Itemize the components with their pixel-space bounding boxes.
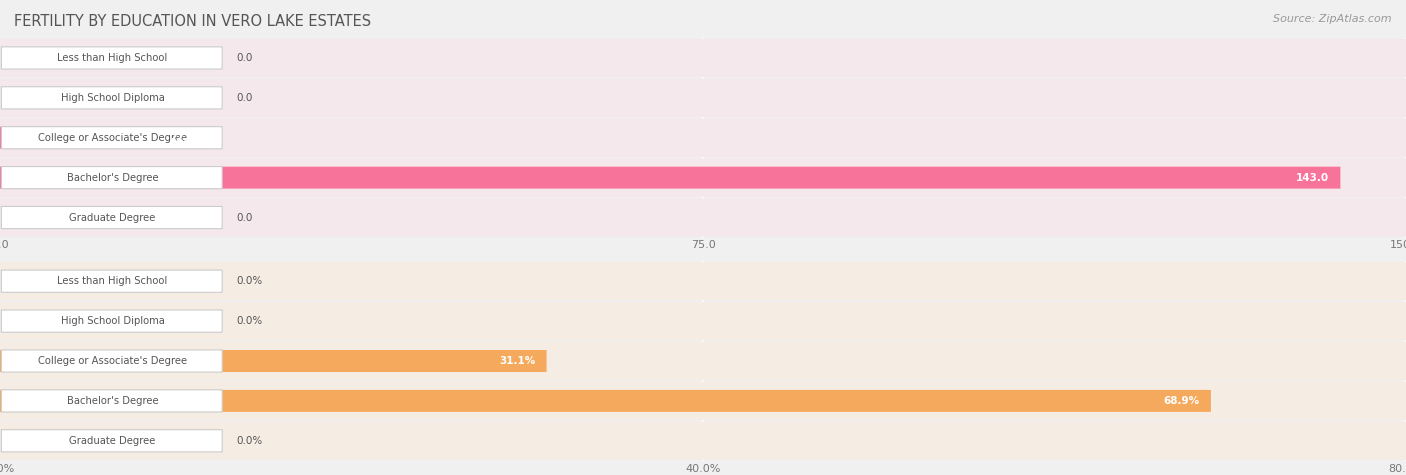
Text: Bachelor's Degree: Bachelor's Degree [66, 172, 159, 183]
Text: College or Associate's Degree: College or Associate's Degree [38, 356, 187, 366]
FancyBboxPatch shape [1, 310, 222, 332]
Text: High School Diploma: High School Diploma [60, 93, 165, 103]
Text: 0.0%: 0.0% [236, 316, 263, 326]
FancyBboxPatch shape [1, 127, 222, 149]
Text: Bachelor's Degree: Bachelor's Degree [66, 396, 159, 406]
FancyBboxPatch shape [0, 127, 207, 149]
FancyBboxPatch shape [1, 207, 222, 228]
Text: 0.0: 0.0 [236, 212, 253, 223]
FancyBboxPatch shape [0, 39, 1406, 77]
FancyBboxPatch shape [0, 422, 1406, 460]
FancyBboxPatch shape [0, 167, 1340, 189]
FancyBboxPatch shape [1, 390, 222, 412]
Text: Graduate Degree: Graduate Degree [69, 212, 156, 223]
FancyBboxPatch shape [1, 270, 222, 292]
FancyBboxPatch shape [0, 79, 1406, 117]
FancyBboxPatch shape [0, 350, 547, 372]
FancyBboxPatch shape [1, 87, 222, 109]
Text: 0.0: 0.0 [236, 93, 253, 103]
FancyBboxPatch shape [0, 119, 1406, 157]
FancyBboxPatch shape [0, 302, 1406, 340]
FancyBboxPatch shape [1, 167, 222, 189]
Text: College or Associate's Degree: College or Associate's Degree [38, 133, 187, 143]
Text: Graduate Degree: Graduate Degree [69, 436, 156, 446]
Text: FERTILITY BY EDUCATION IN VERO LAKE ESTATES: FERTILITY BY EDUCATION IN VERO LAKE ESTA… [14, 14, 371, 29]
FancyBboxPatch shape [0, 262, 1406, 300]
Text: 31.1%: 31.1% [499, 356, 536, 366]
Text: High School Diploma: High School Diploma [60, 316, 165, 326]
Text: Less than High School: Less than High School [58, 276, 167, 286]
FancyBboxPatch shape [0, 159, 1406, 197]
FancyBboxPatch shape [1, 350, 222, 372]
Text: Less than High School: Less than High School [58, 53, 167, 63]
Text: 22.0: 22.0 [169, 133, 195, 143]
FancyBboxPatch shape [0, 199, 1406, 237]
Text: 0.0%: 0.0% [236, 436, 263, 446]
FancyBboxPatch shape [0, 382, 1406, 420]
FancyBboxPatch shape [0, 390, 1211, 412]
FancyBboxPatch shape [1, 47, 222, 69]
FancyBboxPatch shape [1, 430, 222, 452]
FancyBboxPatch shape [0, 342, 1406, 380]
Text: Source: ZipAtlas.com: Source: ZipAtlas.com [1274, 14, 1392, 24]
Text: 68.9%: 68.9% [1164, 396, 1199, 406]
Text: 143.0: 143.0 [1296, 172, 1329, 183]
Text: 0.0%: 0.0% [236, 276, 263, 286]
Text: 0.0: 0.0 [236, 53, 253, 63]
